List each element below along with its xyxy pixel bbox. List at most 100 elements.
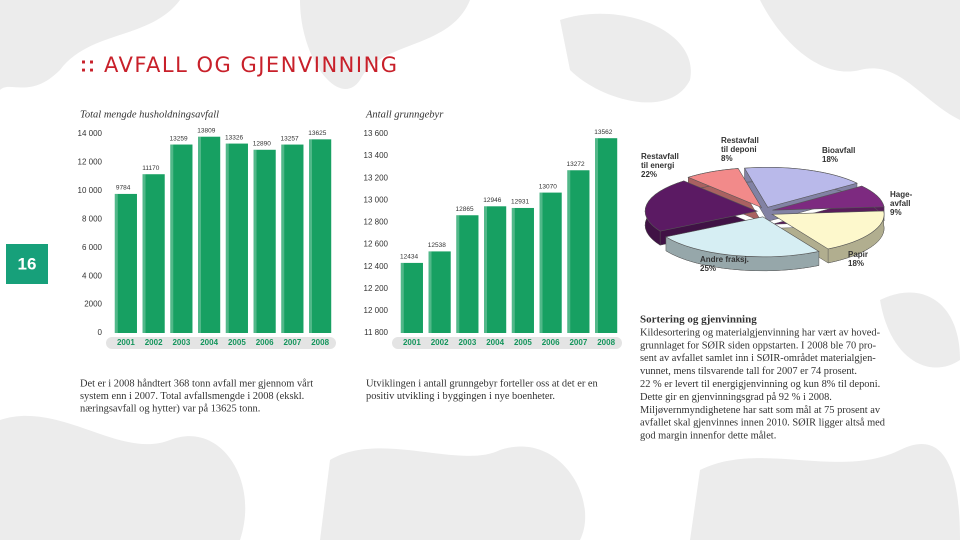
value-label: 13809 (197, 127, 215, 134)
bar (595, 138, 618, 333)
bar-highlight (595, 138, 599, 333)
bar-highlight (253, 149, 257, 333)
bar (428, 251, 451, 333)
article-line: grunnlaget for SØIR siden oppstarten. I … (640, 340, 877, 351)
x-tick-label: 2007 (569, 338, 587, 347)
bar-highlight (456, 215, 460, 333)
y-tick-label: 12 400 (364, 262, 389, 271)
y-tick-label: 14 000 (78, 129, 103, 138)
x-tick-label: 2007 (283, 338, 301, 347)
article-line: 22 % er levert til energigjenvinning og … (640, 379, 880, 390)
bar-highlight (309, 139, 313, 333)
y-tick-label: 6 000 (82, 243, 103, 252)
bar (539, 192, 562, 333)
pie-slice (665, 216, 820, 258)
bar-highlight (539, 192, 543, 333)
x-tick-label: 2008 (597, 338, 615, 347)
y-tick-label: 10 000 (78, 186, 103, 195)
bar-highlight (281, 144, 285, 333)
caption-line: positiv utvikling i byggingen i nye boen… (366, 391, 555, 402)
pie-value-label: 18% (822, 155, 839, 164)
page-number: 16 (18, 254, 37, 273)
x-tick-label: 2006 (542, 338, 560, 347)
value-label: 13070 (539, 183, 557, 190)
y-tick-label: 12 000 (364, 306, 389, 315)
caption-line: system enn i 2007. Total avfallsmengde i… (80, 391, 304, 402)
value-label: 13326 (225, 134, 243, 141)
y-tick-label: 0 (98, 328, 103, 337)
bar-highlight (225, 143, 229, 333)
value-label: 13625 (308, 130, 326, 137)
value-label: 13259 (170, 135, 188, 142)
caption-line: Det er i 2008 håndtert 368 tonn avfall m… (80, 378, 313, 389)
pie-label: Restavfall til energi (641, 152, 679, 170)
x-tick-label: 2001 (117, 338, 135, 347)
x-tick-label: 2001 (403, 338, 421, 347)
article-line: Kildesortering og materialgjenvinning ha… (640, 327, 881, 338)
bar-highlight (484, 206, 488, 333)
article-line: avfallet skal gjenvinnes innen 2010. SØI… (640, 418, 886, 429)
pie-slice (743, 167, 858, 208)
x-tick-label: 2002 (145, 338, 163, 347)
value-label: 13257 (281, 135, 299, 142)
pie-label: Papir (848, 250, 869, 259)
bar (484, 206, 507, 333)
caption-line: Utviklingen i antall grunngebyr fortelle… (366, 378, 599, 389)
value-label: 9784 (116, 185, 131, 192)
x-tick-label: 2004 (200, 338, 218, 347)
pie-value-label: 25% (700, 264, 717, 273)
bar-highlight (567, 170, 571, 333)
bar (170, 144, 193, 333)
bar (309, 139, 332, 333)
bar (253, 149, 276, 333)
article-line: sent av avfallet samlet inn i SØIR-områd… (640, 353, 876, 364)
page-tab (6, 244, 48, 284)
article-line: Miljøvernmyndighetene har satt som mål a… (640, 405, 881, 416)
pie-label: Andre fraksj. (700, 255, 749, 264)
value-label: 13562 (594, 129, 612, 136)
pie-slice (687, 168, 763, 209)
y-tick-label: 12 200 (364, 284, 389, 293)
bar-highlight (170, 144, 174, 333)
y-tick-label: 11 800 (364, 328, 388, 337)
pie-label: Restavfall til deponi (721, 136, 759, 154)
pie-label: Bioavfall (822, 146, 856, 155)
x-tick-label: 2004 (486, 338, 504, 347)
y-tick-label: 13 000 (364, 195, 389, 204)
y-tick-label: 8 000 (82, 214, 103, 223)
article-heading: Sortering og gjenvinning (640, 314, 757, 326)
bar-highlight (428, 251, 432, 333)
y-tick-label: 12 800 (364, 218, 389, 227)
page-title: AVFALL OG GJENVINNING (104, 53, 399, 77)
caption-line: næringsavfall og hytter) var på 13625 to… (80, 403, 260, 414)
y-tick-label: 4 000 (82, 271, 103, 280)
pie-value-label: 18% (848, 259, 865, 268)
article-line: vunnet, mens tilsvarende tall for 2007 e… (640, 366, 857, 377)
value-label: 12538 (428, 242, 446, 249)
y-tick-label: 2000 (84, 300, 102, 309)
pie-slice (772, 185, 885, 211)
value-label: 12865 (456, 206, 474, 213)
bar (114, 193, 137, 333)
bar (198, 136, 221, 333)
pie-value-label: 9% (890, 208, 902, 217)
x-tick-label: 2005 (228, 338, 246, 347)
y-tick-label: 13 600 (364, 129, 389, 138)
title-mark: :: (80, 54, 96, 77)
x-tick-label: 2008 (311, 338, 329, 347)
pie-value-label: 22% (641, 170, 658, 179)
y-tick-label: 13 400 (364, 151, 389, 160)
pie-slice (644, 180, 759, 232)
bar-highlight (511, 207, 515, 333)
x-tick-label: 2006 (256, 338, 274, 347)
bar-highlight (114, 193, 118, 333)
chart-title: Total mengde husholdningsavfall (80, 109, 219, 120)
article-line: Dette gir en gjenvinningsgrad på 92 % i … (640, 392, 832, 403)
value-label: 12890 (253, 140, 271, 147)
pie-value-label: 8% (721, 154, 733, 163)
value-label: 11170 (142, 165, 159, 172)
value-label: 12946 (483, 197, 501, 204)
bar (456, 215, 479, 333)
